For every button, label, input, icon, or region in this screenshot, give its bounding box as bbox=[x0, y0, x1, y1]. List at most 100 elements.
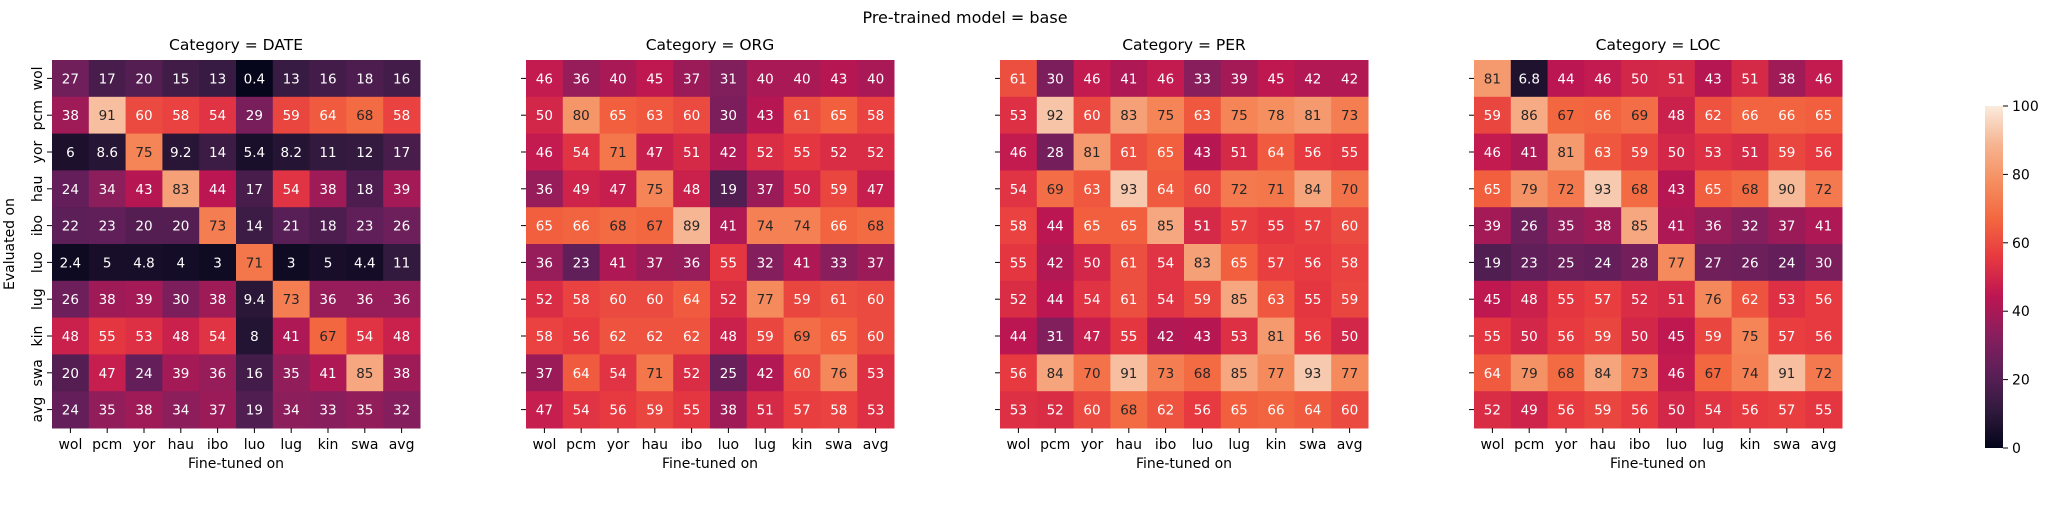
heatmap-cell bbox=[820, 280, 858, 319]
cell-value-label: 21 bbox=[283, 219, 300, 235]
x-tick-label: luo bbox=[718, 437, 739, 453]
cell-value-label: 27 bbox=[62, 71, 79, 87]
heatmap-cell bbox=[1658, 280, 1696, 319]
heatmap-cell bbox=[1147, 317, 1185, 355]
heatmap-cell bbox=[857, 133, 895, 171]
heatmap-cell bbox=[1220, 207, 1259, 245]
heatmap-cell bbox=[1694, 244, 1733, 282]
heatmap-cell bbox=[309, 207, 347, 245]
cell-value-label: 51 bbox=[1668, 292, 1685, 308]
cell-value-label: 56 bbox=[1557, 329, 1574, 345]
cell-value-label: 92 bbox=[1047, 108, 1064, 124]
heatmap-cell bbox=[383, 244, 421, 282]
x-axis-label: Fine-tuned on bbox=[1136, 456, 1232, 472]
cell-value-label: 67 bbox=[319, 329, 336, 345]
cell-value-label: 80 bbox=[573, 108, 590, 124]
cell-value-label: 73 bbox=[1157, 366, 1174, 382]
cell-value-label: 5 bbox=[103, 255, 112, 271]
cell-value-label: 40 bbox=[793, 71, 810, 87]
heatmap-cell bbox=[857, 317, 895, 355]
cell-value-label: 20 bbox=[62, 366, 79, 382]
cell-value-label: 37 bbox=[1778, 219, 1795, 235]
heatmap-cell bbox=[383, 391, 421, 429]
cell-value-label: 74 bbox=[757, 219, 774, 235]
heatmap-cell bbox=[1731, 354, 1769, 392]
cell-value-label: 31 bbox=[720, 71, 737, 87]
x-tick-label: avg bbox=[1811, 437, 1837, 453]
cell-value-label: 59 bbox=[1341, 292, 1358, 308]
cell-value-label: 35 bbox=[99, 403, 116, 419]
heatmap-cell bbox=[1331, 60, 1369, 98]
heatmap-cell bbox=[1184, 317, 1222, 355]
heatmap-cell bbox=[1110, 280, 1148, 319]
cell-value-label: 17 bbox=[246, 182, 263, 198]
cell-value-label: 52 bbox=[757, 145, 774, 161]
cell-value-label: 52 bbox=[536, 292, 553, 308]
cell-value-label: 68 bbox=[1194, 366, 1211, 382]
heatmap-cell bbox=[272, 317, 311, 355]
cell-value-label: 56 bbox=[1815, 329, 1832, 345]
x-axis-label: Fine-tuned on bbox=[1610, 456, 1706, 472]
cell-value-label: 63 bbox=[646, 108, 663, 124]
cell-value-label: 85 bbox=[356, 366, 373, 382]
heatmap-cell bbox=[1184, 244, 1222, 282]
cell-value-label: 4 bbox=[177, 255, 186, 271]
heatmap-cell bbox=[636, 244, 674, 282]
heatmap-cell bbox=[1731, 244, 1769, 282]
cell-value-label: 46 bbox=[536, 145, 553, 161]
heatmap-cell bbox=[746, 96, 785, 135]
heatmap-cell bbox=[346, 391, 384, 429]
heatmap-cell bbox=[1584, 170, 1622, 208]
cell-value-label: 29 bbox=[246, 108, 263, 124]
heatmap-cell bbox=[1621, 280, 1659, 319]
heatmap-cell bbox=[162, 280, 200, 319]
cell-value-label: 38 bbox=[720, 403, 737, 419]
cell-value-label: 85 bbox=[1157, 219, 1174, 235]
cell-value-label: 66 bbox=[1778, 108, 1795, 124]
heatmap-cell bbox=[309, 133, 347, 171]
cell-value-label: 63 bbox=[1083, 182, 1100, 198]
heatmap-cell bbox=[783, 207, 821, 245]
cell-value-label: 46 bbox=[1083, 71, 1100, 87]
heatmap-cell bbox=[1805, 354, 1843, 392]
heatmap-cell bbox=[1147, 133, 1185, 171]
heatmap-cell bbox=[1147, 170, 1185, 208]
cell-value-label: 38 bbox=[62, 108, 79, 124]
cell-value-label: 66 bbox=[1267, 403, 1284, 419]
heatmap-cell bbox=[1731, 391, 1769, 429]
heatmap-cell bbox=[1547, 170, 1585, 208]
heatmap-cell bbox=[1294, 280, 1332, 319]
heatmap-cell bbox=[1805, 280, 1843, 319]
cell-value-label: 81 bbox=[1557, 145, 1574, 161]
cell-value-label: 59 bbox=[1705, 329, 1722, 345]
cell-value-label: 23 bbox=[99, 219, 116, 235]
cell-value-label: 53 bbox=[135, 329, 152, 345]
cell-value-label: 41 bbox=[319, 366, 336, 382]
heatmap-cell bbox=[88, 60, 127, 98]
y-tick-label: ibo bbox=[30, 215, 46, 236]
heatmap-cell bbox=[526, 280, 564, 319]
heatmap-cell bbox=[1694, 170, 1733, 208]
heatmap-cell bbox=[1584, 280, 1622, 319]
heatmap-cell bbox=[857, 207, 895, 245]
cell-value-label: 30 bbox=[1815, 255, 1832, 271]
heatmap-cell bbox=[125, 133, 163, 171]
cell-value-label: 69 bbox=[1047, 182, 1064, 198]
x-axis-label: Fine-tuned on bbox=[188, 456, 284, 472]
cell-value-label: 85 bbox=[1231, 366, 1248, 382]
heatmap-panel-4: Category = LOC 81 6.8 44 46 50 51 43 51 38 46 59 86 6… bbox=[1469, 36, 1843, 472]
heatmap-cell bbox=[599, 133, 637, 171]
heatmap-cell bbox=[162, 133, 200, 171]
cell-value-label: 55 bbox=[1341, 145, 1358, 161]
heatmap-cell bbox=[710, 317, 748, 355]
cell-value-label: 36 bbox=[319, 292, 336, 308]
heatmap-cell bbox=[1510, 96, 1549, 135]
cell-value-label: 52 bbox=[683, 366, 700, 382]
cell-value-label: 36 bbox=[536, 182, 553, 198]
cell-value-label: 66 bbox=[1741, 108, 1758, 124]
heatmap-cell bbox=[673, 391, 711, 429]
cell-value-label: 58 bbox=[172, 108, 189, 124]
heatmap-cell bbox=[1331, 280, 1369, 319]
cell-value-label: 62 bbox=[1705, 108, 1722, 124]
heatmap-cell bbox=[236, 133, 274, 171]
